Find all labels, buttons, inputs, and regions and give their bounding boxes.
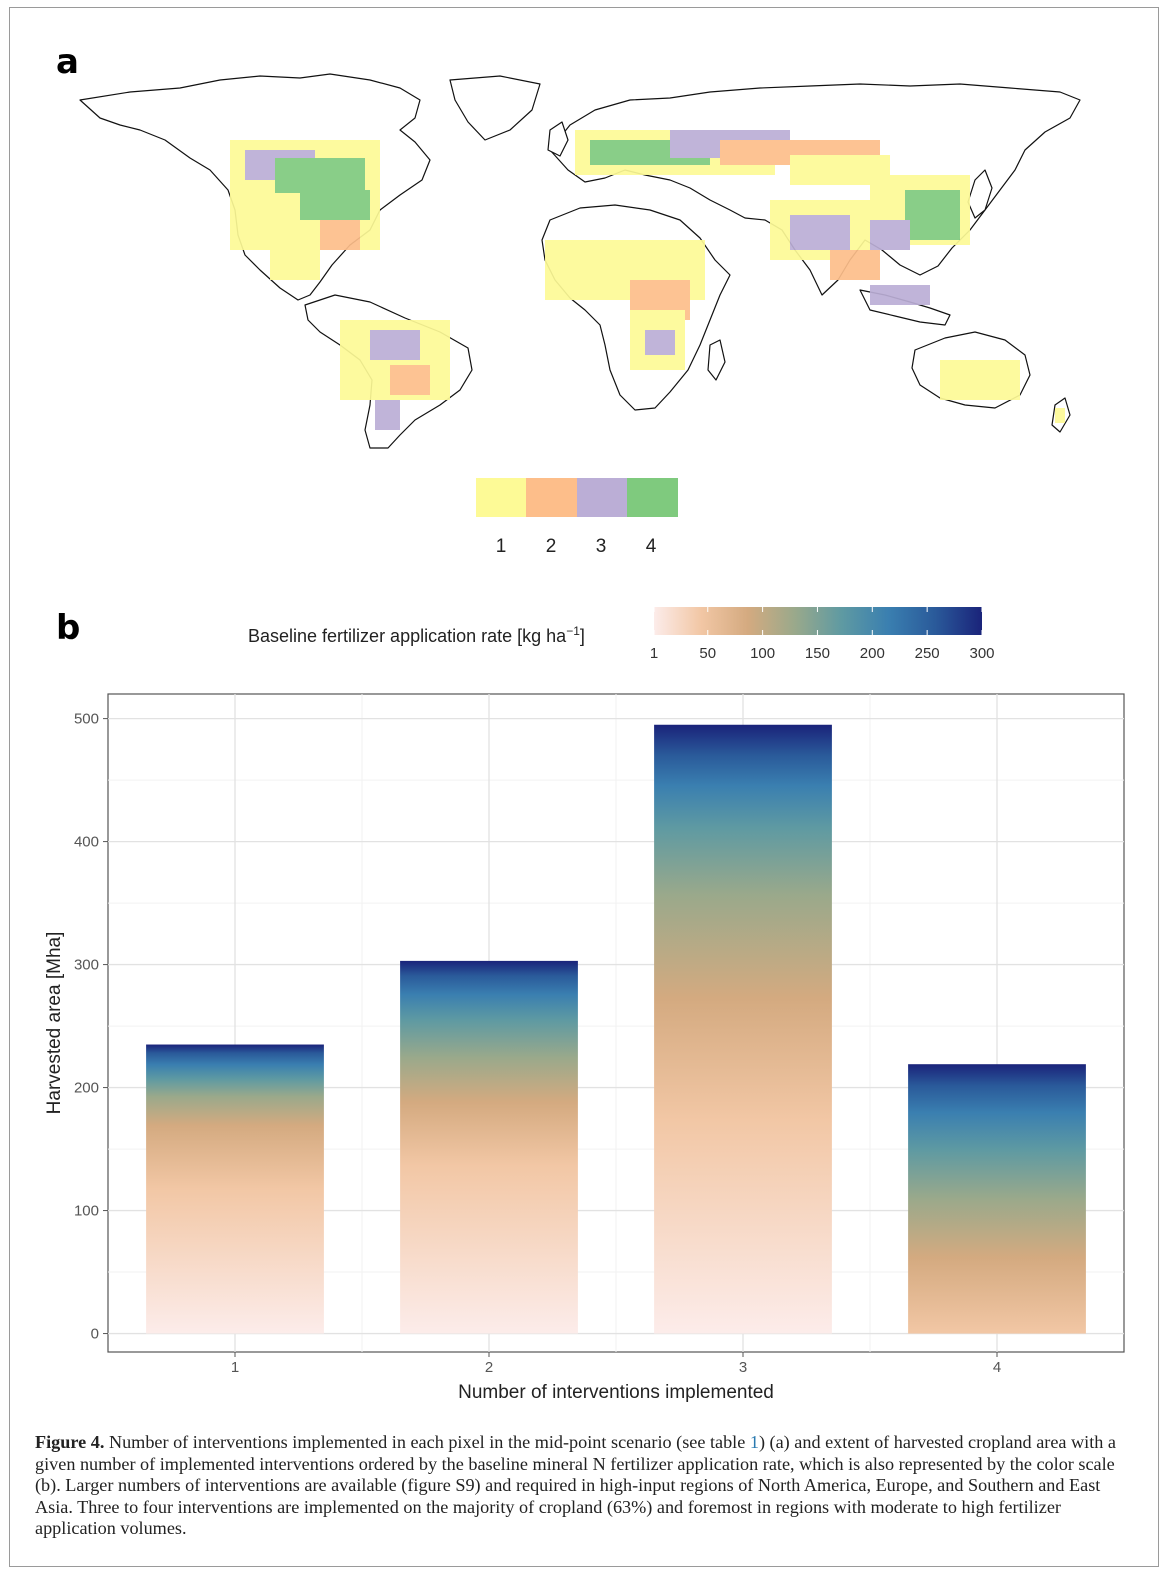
- greenland-outline: [449, 75, 541, 141]
- y-tick-label: 200: [74, 1080, 99, 1097]
- legend-swatch-2: [526, 478, 577, 517]
- panel-b-label: b: [56, 608, 81, 648]
- x-tick-label: 4: [993, 1359, 1001, 1376]
- colorbar-tick-label: 250: [915, 645, 940, 662]
- bar-2: [400, 960, 578, 1334]
- colorbar: 1 50 100 150 200 250 300: [650, 607, 995, 662]
- y-tick-label: 0: [91, 1326, 99, 1343]
- colorbar-title-close: ]: [579, 626, 585, 646]
- colorbar-tick-label: 150: [805, 645, 830, 662]
- map-legend: 1 2 3 4: [476, 478, 678, 568]
- legend-label-3: 3: [595, 536, 607, 557]
- madagascar-outline: [707, 339, 726, 381]
- colorbar-tick-label: 300: [969, 645, 994, 662]
- colorbar-tick-label: 50: [699, 645, 716, 662]
- bar-chart: 0 100 200 300 400 500 1 2 3 4 Number of interventi…: [44, 693, 1125, 1403]
- bar-1: [146, 1044, 324, 1334]
- caption-table-ref[interactable]: 1: [749, 1432, 759, 1452]
- legend-label-2: 2: [545, 536, 557, 557]
- x-axis-title: Number of interventions implemented: [458, 1382, 774, 1403]
- x-tick-label: 1: [231, 1359, 239, 1376]
- y-tick-label: 400: [74, 834, 99, 851]
- legend-swatch-1: [476, 478, 526, 517]
- legend-label-1: 1: [495, 536, 507, 557]
- y-tick-label: 300: [74, 957, 99, 974]
- figure-frame: [9, 7, 1159, 1567]
- legend-swatch-3: [577, 478, 627, 517]
- world-map: [79, 73, 1081, 449]
- caption-text-2: ) (a) and extent of harvested cropland a…: [35, 1432, 1116, 1539]
- colorbar-title: Baseline fertilizer application rate [kg…: [248, 624, 585, 647]
- colorbar-gradient: [654, 607, 982, 635]
- caption-text-1: Number of interventions implemented in e…: [104, 1432, 750, 1452]
- colorbar-tick-label: 1: [650, 645, 658, 662]
- colorbar-title-sup: −1: [566, 624, 580, 638]
- y-tick-label: 500: [74, 711, 99, 728]
- colorbar-tick-label: 100: [750, 645, 775, 662]
- colorbar-title-text: Baseline fertilizer application rate [kg…: [248, 626, 567, 646]
- y-axis-title: Harvested area [Mha]: [44, 932, 65, 1115]
- uk-outline: [547, 121, 569, 157]
- x-tick-label: 3: [739, 1359, 747, 1376]
- x-tick-label: 2: [485, 1359, 493, 1376]
- figure-caption: Figure 4. Number of interventions implem…: [35, 1432, 1135, 1540]
- legend-label-4: 4: [645, 536, 657, 557]
- panel-a-label: a: [56, 42, 79, 82]
- caption-label: Figure 4.: [35, 1432, 105, 1452]
- bar-3: [654, 724, 832, 1334]
- colorbar-tick-label: 200: [860, 645, 885, 662]
- y-tick-label: 100: [74, 1203, 99, 1220]
- bar-4: [908, 1064, 1086, 1334]
- legend-swatch-4: [627, 478, 678, 517]
